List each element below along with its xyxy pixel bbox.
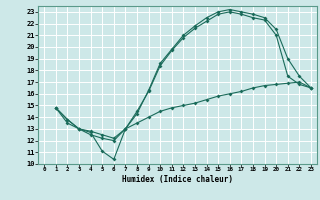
X-axis label: Humidex (Indice chaleur): Humidex (Indice chaleur): [122, 175, 233, 184]
